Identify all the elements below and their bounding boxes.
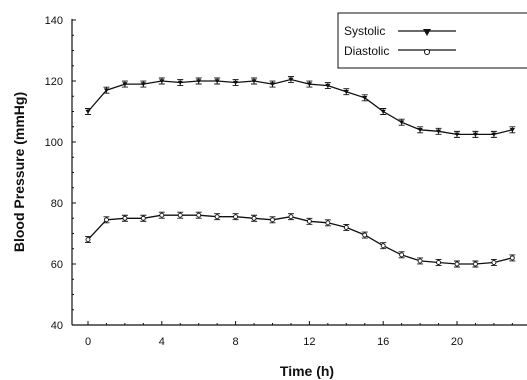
data-point (103, 217, 109, 223)
data-point (196, 212, 202, 218)
data-point (343, 89, 349, 95)
data-point (454, 261, 460, 267)
legend-box (337, 12, 527, 69)
data-point (306, 218, 312, 224)
y-tick-label: 100 (45, 137, 63, 149)
data-point (251, 79, 257, 84)
data-point (233, 214, 239, 220)
y-tick-label: 60 (51, 259, 63, 271)
data-point (380, 109, 386, 114)
legend: Systolic Diastolic (337, 12, 527, 69)
legend-label-systolic: Systolic (344, 24, 385, 38)
data-point (196, 79, 202, 84)
series-systolic (85, 76, 516, 138)
data-point (343, 224, 349, 230)
x-tick-label: 20 (451, 336, 463, 348)
data-point (159, 79, 165, 84)
y-axis-title: Blood Pressure (mmHg) (11, 92, 27, 252)
data-point (325, 83, 331, 88)
data-point (380, 243, 386, 249)
data-point (140, 215, 146, 221)
data-point (214, 214, 220, 220)
data-point (399, 120, 405, 125)
x-tick-label: 0 (85, 336, 91, 348)
data-point (417, 128, 423, 133)
data-point (288, 77, 294, 82)
y-tick-label: 120 (45, 76, 63, 88)
x-tick-label: 16 (377, 336, 389, 348)
data-point (491, 260, 497, 265)
data-point (122, 215, 128, 221)
x-axis-ticks: 0481216202 (85, 321, 513, 348)
data-point (417, 258, 423, 264)
data-point (362, 232, 368, 238)
data-point (454, 132, 460, 137)
data-point (214, 79, 220, 84)
series-diastolic (85, 211, 516, 268)
series-layer (85, 76, 516, 268)
data-point (435, 129, 442, 134)
data-point (509, 255, 515, 261)
data-point (325, 220, 331, 226)
y-axis-ticks: 40 60 80 100 120 140 (45, 15, 76, 332)
data-point (140, 82, 146, 87)
data-point (491, 132, 497, 137)
x-tick-label: 8 (233, 336, 239, 348)
y-tick-label: 40 (51, 320, 63, 332)
series-line-systolic (87, 78, 513, 136)
data-point (270, 217, 275, 223)
data-point (472, 132, 479, 137)
data-point (473, 261, 478, 267)
data-point (103, 88, 110, 93)
x-tick-label: 12 (303, 336, 315, 348)
legend-label-diastolic: Diastolic (344, 44, 389, 58)
y-tick-label: 140 (45, 15, 63, 27)
data-point (399, 252, 405, 258)
data-point (159, 212, 165, 218)
x-tick-label: 4 (159, 336, 165, 348)
data-point (269, 82, 276, 87)
data-point (288, 214, 294, 220)
data-point (233, 80, 239, 85)
y-tick-label: 80 (51, 198, 63, 210)
legend-marker-systolic (423, 29, 431, 36)
data-point (177, 80, 183, 85)
data-point (122, 82, 128, 87)
data-point (436, 260, 441, 265)
data-point (509, 128, 515, 133)
data-point (85, 237, 91, 243)
data-point (85, 109, 91, 114)
data-point (306, 82, 312, 87)
series-line-diastolic (87, 214, 513, 265)
data-point (362, 95, 368, 101)
data-point (251, 215, 257, 221)
legend-marker-diastolic (424, 49, 430, 55)
x-axis-title: Time (h) (280, 363, 334, 379)
data-point (177, 212, 183, 218)
